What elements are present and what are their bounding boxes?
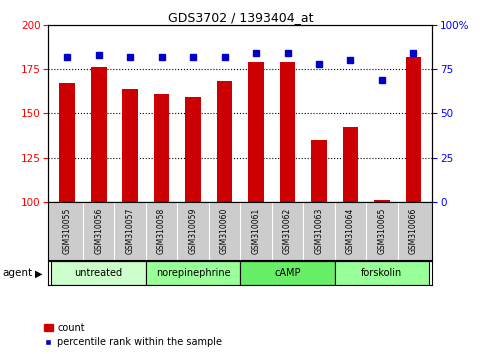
Text: agent: agent <box>2 268 32 278</box>
Text: GSM310060: GSM310060 <box>220 208 229 254</box>
Bar <box>280 62 296 202</box>
Bar <box>406 57 421 202</box>
Bar <box>342 127 358 202</box>
Bar <box>241 261 335 285</box>
Bar <box>335 261 429 285</box>
Text: norepinephrine: norepinephrine <box>156 268 230 278</box>
Text: GSM310066: GSM310066 <box>409 208 418 254</box>
Bar <box>311 140 327 202</box>
Text: GSM310063: GSM310063 <box>314 208 324 254</box>
Text: GSM310055: GSM310055 <box>63 208 71 254</box>
Bar <box>59 83 75 202</box>
Bar <box>154 94 170 202</box>
Bar <box>122 88 138 202</box>
Text: ▶: ▶ <box>35 268 43 278</box>
Bar <box>185 97 201 202</box>
Text: cAMP: cAMP <box>274 268 301 278</box>
Title: GDS3702 / 1393404_at: GDS3702 / 1393404_at <box>168 11 313 24</box>
Bar <box>248 62 264 202</box>
Text: GSM310059: GSM310059 <box>188 208 198 254</box>
Text: GSM310056: GSM310056 <box>94 208 103 254</box>
Bar <box>217 81 232 202</box>
Text: GSM310064: GSM310064 <box>346 208 355 254</box>
Bar <box>91 67 107 202</box>
Text: forskolin: forskolin <box>361 268 402 278</box>
Bar <box>146 261 241 285</box>
Text: GSM310057: GSM310057 <box>126 208 135 254</box>
Bar <box>374 200 390 202</box>
Text: GSM310065: GSM310065 <box>377 208 386 254</box>
Text: GSM310058: GSM310058 <box>157 208 166 254</box>
Bar <box>52 261 146 285</box>
Text: GSM310062: GSM310062 <box>283 208 292 254</box>
Text: untreated: untreated <box>74 268 123 278</box>
Text: GSM310061: GSM310061 <box>252 208 260 254</box>
Legend: count, percentile rank within the sample: count, percentile rank within the sample <box>43 322 222 347</box>
